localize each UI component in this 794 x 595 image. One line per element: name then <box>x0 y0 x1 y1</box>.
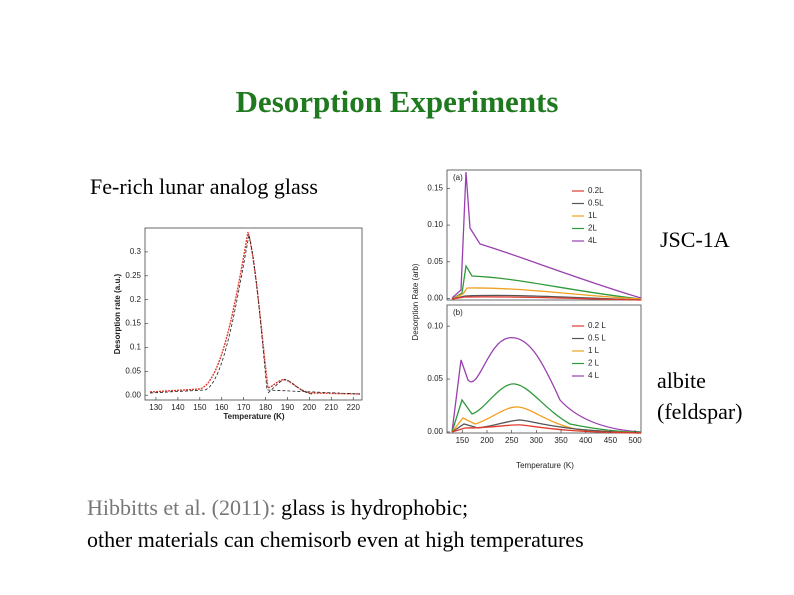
curve <box>451 424 642 434</box>
legend-label: 4L <box>588 236 597 245</box>
legend-label: 1 L <box>588 346 600 355</box>
legend-label: 0.2L <box>588 186 604 195</box>
x-tick-label: 350 <box>554 436 568 445</box>
y-axis-label: Desorption rate (a.u.) <box>113 273 122 354</box>
plot-frame <box>144 227 363 401</box>
x-tick-label: 300 <box>530 436 544 445</box>
y-axis-label: Desorption Rate (arb) <box>411 263 420 340</box>
legend-label: 0.2 L <box>588 321 606 330</box>
x-tick-label: 200 <box>480 436 494 445</box>
right-caption: (feldspar) <box>657 399 743 424</box>
curve <box>451 383 642 433</box>
citation-source: Hibbitts et al. (2011): <box>87 495 276 520</box>
left-caption: Fe-rich lunar analog glass <box>90 174 318 199</box>
x-axis-label: Temperature (K) <box>516 461 574 470</box>
x-tick-label: 250 <box>505 436 519 445</box>
curve <box>451 337 642 433</box>
x-tick-label: 220 <box>347 403 361 412</box>
right-caption: JSC-1A <box>660 227 730 252</box>
x-tick-label: 200 <box>303 403 317 412</box>
curve <box>451 171 642 299</box>
plot-frame <box>446 169 642 301</box>
y-tick-label: 0.00 <box>125 390 141 399</box>
x-tick-label: 140 <box>171 403 185 412</box>
y-tick-label: 0.15 <box>125 319 141 328</box>
legend-label: 0.5 L <box>588 334 606 343</box>
x-tick-label: 190 <box>281 403 295 412</box>
citation-text: glass is hydrophobic; <box>276 495 469 520</box>
citation: Hibbitts et al. (2011): glass is hydroph… <box>87 495 468 520</box>
citation-text: other materials can chemisorb even at hi… <box>87 527 584 552</box>
y-tick-label: 0.05 <box>427 257 443 266</box>
x-tick-label: 500 <box>628 436 642 445</box>
legend-label: 4 L <box>588 371 600 380</box>
y-tick-label: 0.05 <box>125 366 141 375</box>
legend-label: 1L <box>588 211 597 220</box>
y-tick-label: 0.3 <box>130 247 142 256</box>
y-tick-label: 0.00 <box>427 294 443 303</box>
x-tick-label: 130 <box>149 403 163 412</box>
y-tick-label: 0.15 <box>427 183 443 192</box>
x-tick-label: 150 <box>193 403 207 412</box>
curve <box>451 296 642 301</box>
x-tick-label: 210 <box>325 403 339 412</box>
y-tick-label: 0.1 <box>130 343 142 352</box>
x-tick-label: 450 <box>604 436 618 445</box>
panel-tag: (a) <box>453 173 463 182</box>
curve <box>451 287 642 300</box>
y-tick-label: 0.2 <box>130 295 142 304</box>
panel-tag: (b) <box>453 308 463 317</box>
x-tick-label: 150 <box>456 436 470 445</box>
legend-label: 2 L <box>588 359 600 368</box>
x-tick-label: 400 <box>579 436 593 445</box>
x-tick-label: 180 <box>259 403 273 412</box>
legend-label: 2L <box>588 224 597 233</box>
x-tick-label: 160 <box>215 403 229 412</box>
legend-label: 0.5L <box>588 199 604 208</box>
curve <box>267 379 313 395</box>
curve <box>451 264 642 300</box>
x-axis-label: Temperature (K) <box>223 412 285 421</box>
y-tick-label: 0.00 <box>427 427 443 436</box>
curve <box>149 231 361 395</box>
y-tick-label: 0.05 <box>427 374 443 383</box>
y-tick-label: 0.10 <box>427 321 443 330</box>
y-tick-label: 0.10 <box>427 220 443 229</box>
x-tick-label: 170 <box>237 403 251 412</box>
curve <box>451 406 642 434</box>
slide-title: Desorption Experiments <box>236 84 559 119</box>
y-tick-label: 0.25 <box>125 271 141 280</box>
plot-frame <box>446 304 642 434</box>
right-caption: albite <box>657 368 706 393</box>
curve <box>149 234 361 395</box>
